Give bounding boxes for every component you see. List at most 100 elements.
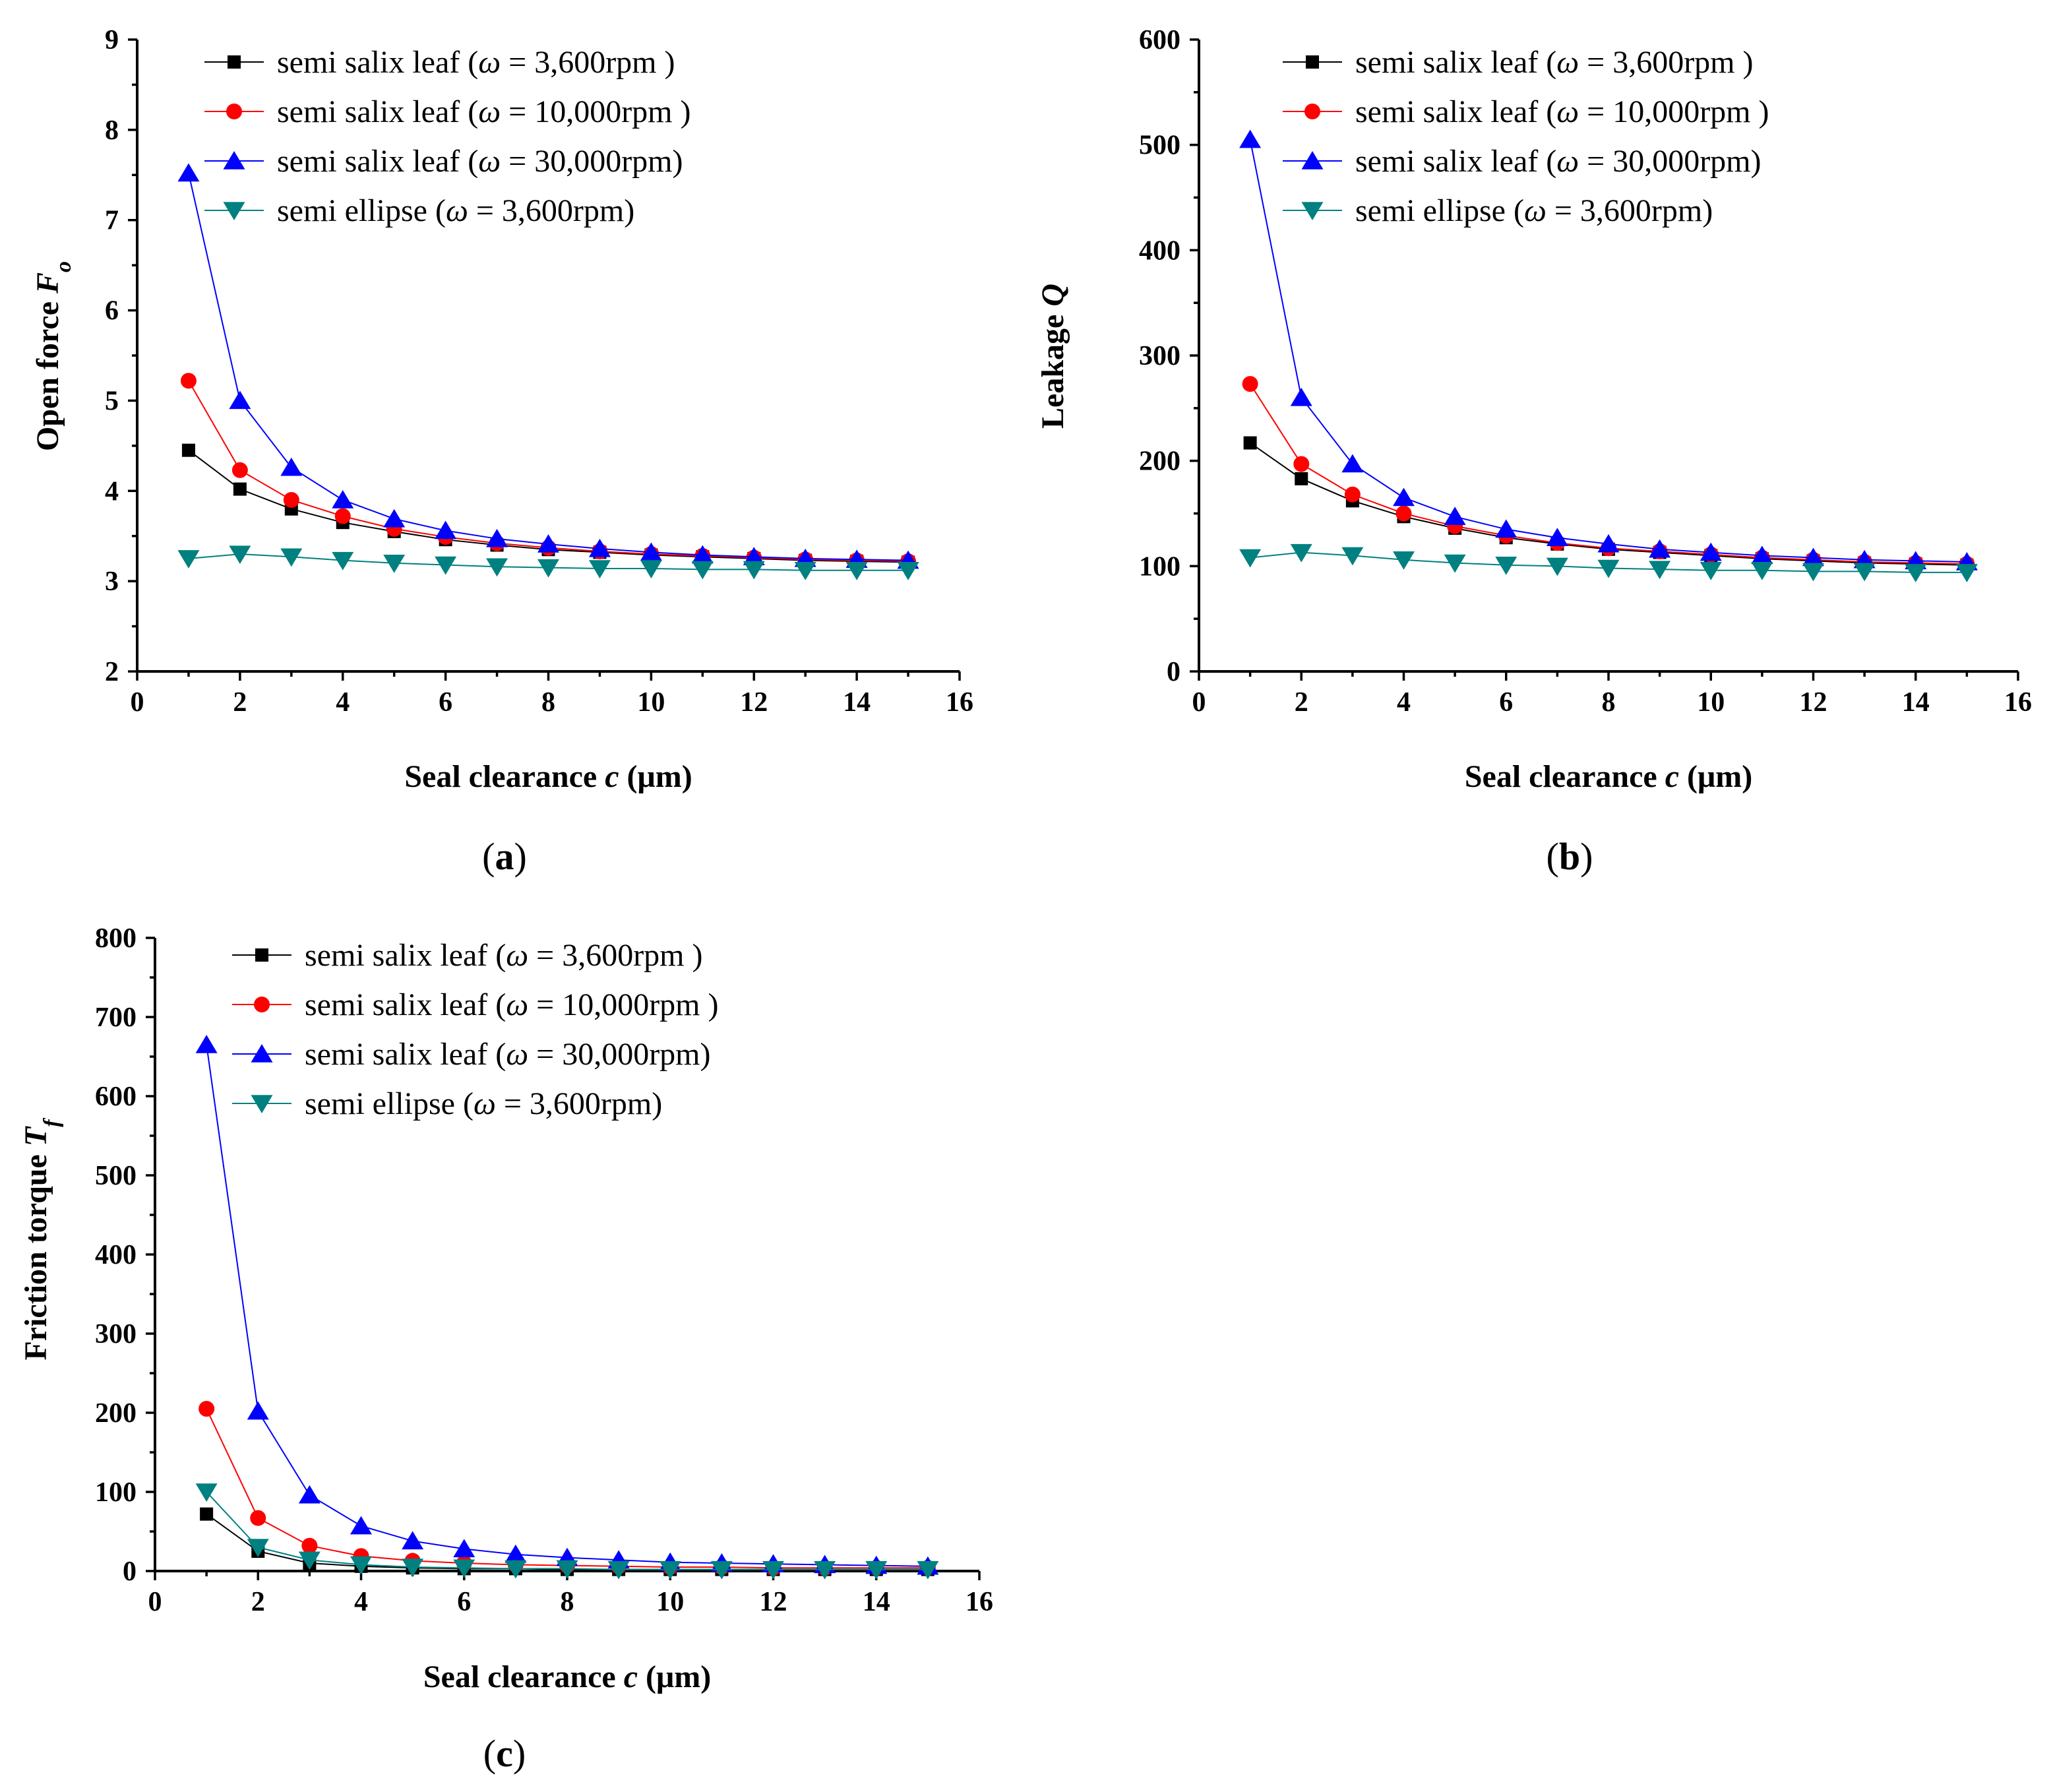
data-point — [1495, 519, 1517, 538]
legend-label-symbol: ω — [1556, 144, 1579, 179]
x-tick-label: 8 — [1602, 687, 1616, 718]
y-tick-label: 500 — [1139, 131, 1180, 161]
data-point — [332, 551, 354, 571]
x-axis-title: Seal clearance c (μm) — [404, 759, 692, 794]
y-axis-title-var: Q — [1035, 284, 1070, 307]
data-point — [1751, 545, 1773, 565]
x-tick-label: 10 — [637, 687, 665, 718]
legend-label-rest: = 30,000rpm) — [501, 144, 683, 179]
y-tick-label: 2 — [105, 657, 119, 687]
data-point — [1444, 554, 1466, 573]
x-tick-label: 6 — [439, 687, 452, 718]
data-point — [588, 560, 611, 578]
legend-label-symbol: ω — [478, 144, 501, 179]
legend-marker — [254, 997, 270, 1012]
data-point — [250, 1510, 266, 1526]
x-axis-title-unit: (μm) — [619, 759, 692, 794]
legend: semi salix leaf (ω = 3,600rpm )semi sali… — [204, 45, 691, 228]
data-point — [486, 528, 508, 547]
data-point — [231, 462, 248, 478]
legend-label-rest: = 30,000rpm) — [528, 1037, 710, 1072]
panel-label-letter: c — [496, 1732, 513, 1775]
x-tick-label: 8 — [541, 687, 555, 718]
x-axis-title-var: c — [624, 1659, 638, 1694]
data-point — [195, 1483, 218, 1502]
y-tick-label: 0 — [123, 1557, 137, 1587]
data-point — [897, 561, 919, 580]
legend-label-symbol: ω — [474, 1086, 496, 1121]
x-tick-label: 10 — [1697, 687, 1725, 718]
legend-item: semi salix leaf (ω = 3,600rpm ) — [232, 938, 703, 973]
data-point — [486, 558, 508, 577]
x-tick-label: 0 — [148, 1587, 162, 1617]
legend-label-rest: = 3,600rpm ) — [501, 45, 675, 80]
x-tick-label: 16 — [2004, 687, 2032, 718]
legend-label: semi salix leaf (ω = 10,000rpm ) — [1355, 94, 1769, 129]
y-tick-label: 5 — [105, 386, 119, 416]
x-axis-title-var: c — [1665, 759, 1679, 794]
data-point — [177, 163, 200, 182]
data-point — [794, 561, 816, 580]
data-point — [199, 1401, 215, 1417]
data-point — [1546, 557, 1568, 576]
legend-label-prefix: semi salix leaf ( — [277, 45, 478, 80]
legend-label-rest: = 10,000rpm ) — [1579, 94, 1769, 129]
panel-label-open: ( — [483, 1732, 496, 1775]
data-point — [1395, 505, 1412, 522]
series-4 — [177, 545, 919, 580]
data-point — [229, 545, 251, 565]
data-point — [537, 534, 559, 553]
legend-label-symbol: ω — [1556, 45, 1579, 80]
data-point — [280, 457, 303, 476]
legend-label-prefix: semi salix leaf ( — [305, 938, 506, 973]
legend-label-prefix: semi salix leaf ( — [305, 1037, 506, 1072]
panel-label-open: ( — [1547, 835, 1559, 878]
legend-label-rest: = 3,600rpm) — [1547, 193, 1713, 228]
x-tick-label: 12 — [1800, 687, 1827, 718]
y-tick-label: 9 — [105, 25, 119, 55]
y-tick-label: 100 — [1139, 551, 1180, 582]
y-axis-title-var: F — [30, 272, 65, 294]
y-axis-title-sub: f — [40, 1117, 64, 1127]
data-point — [1290, 543, 1312, 563]
legend-marker — [1306, 55, 1319, 69]
data-point — [1546, 528, 1568, 546]
legend-marker — [251, 1095, 273, 1113]
legend-label-prefix: semi salix leaf ( — [277, 94, 478, 129]
data-point — [659, 1560, 681, 1580]
data-point — [402, 1559, 424, 1577]
x-axis-title: Seal clearance c (μm) — [1465, 759, 1752, 794]
data-point — [247, 1539, 269, 1557]
x-axis-title-main: Seal clearance — [404, 759, 605, 794]
panel-label: (c) — [483, 1732, 526, 1775]
data-point — [1802, 547, 1824, 567]
data-point — [229, 390, 251, 410]
data-point — [505, 1544, 527, 1563]
data-point — [177, 550, 200, 569]
legend-label-rest: = 30,000rpm) — [1579, 144, 1761, 179]
x-tick-label: 0 — [131, 687, 144, 718]
y-tick-label: 4 — [105, 476, 119, 507]
data-point — [1802, 563, 1824, 582]
legend-label: semi salix leaf (ω = 3,600rpm ) — [305, 938, 703, 973]
panel-label-open: ( — [482, 835, 495, 878]
data-point — [1649, 561, 1671, 580]
data-point — [298, 1485, 321, 1504]
series-4 — [195, 1483, 939, 1580]
data-point — [588, 538, 611, 557]
data-point — [505, 1560, 527, 1579]
legend-label-prefix: semi salix leaf ( — [1355, 94, 1556, 129]
data-point — [743, 547, 765, 565]
legend-item: semi ellipse (ω = 3,600rpm) — [232, 1086, 662, 1121]
y-axis-title: Leakage Q — [1035, 284, 1070, 429]
data-point — [453, 1539, 475, 1558]
y-tick-label: 3 — [105, 567, 119, 597]
y-tick-label: 600 — [95, 1082, 137, 1112]
data-point — [181, 443, 195, 457]
x-tick-label: 2 — [251, 1587, 265, 1617]
x-axis-title-main: Seal clearance — [1465, 759, 1665, 794]
legend-item: semi salix leaf (ω = 30,000rpm) — [232, 1037, 711, 1072]
legend-marker — [223, 202, 245, 220]
